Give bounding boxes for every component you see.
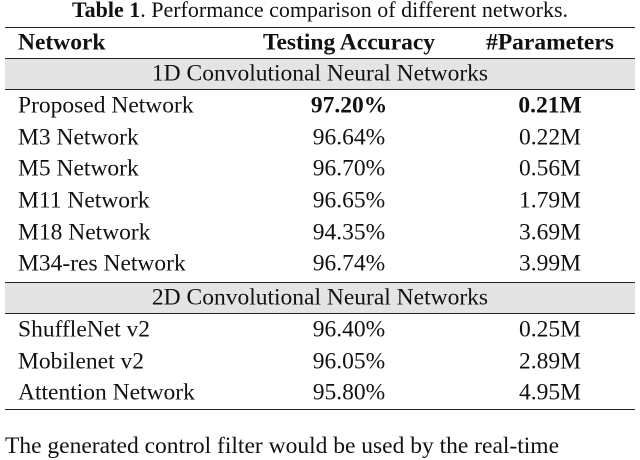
section-title: 1D Convolutional Neural Networks: [151, 60, 489, 87]
table-cell: 96.70%: [312, 155, 386, 182]
header-row: Network Testing Accuracy #Parameters: [5, 27, 635, 59]
table-cell: M34-res Network: [18, 250, 186, 277]
table-caption: Table 1. Performance comparison of diffe…: [0, 0, 640, 23]
table-cell: M5 Network: [18, 155, 139, 182]
table-cell: 96.64%: [312, 123, 386, 150]
section-row: 1D Convolutional Neural Networks: [5, 59, 635, 90]
table-cell: Attention Network: [18, 379, 195, 406]
table-cell: Mobilenet v2: [18, 347, 144, 374]
table-row: Proposed Network 97.20% 0.21M: [5, 90, 635, 122]
table-row: Mobilenet v2 96.05% 2.89M: [5, 346, 635, 378]
table-cell: 0.21M: [518, 92, 582, 119]
table-cell: 1.79M: [518, 187, 582, 214]
table-cell: M3 Network: [18, 123, 139, 150]
table-cell: 96.05%: [312, 347, 386, 374]
table-cell: 96.74%: [312, 250, 386, 277]
header-cell: Network: [18, 29, 106, 56]
table-row: Attention Network 95.80% 4.95M: [5, 378, 635, 411]
table-row: ShuffleNet v2 96.40% 0.25M: [5, 314, 635, 346]
table-cell: 97.20%: [310, 92, 388, 119]
table-cell: 3.99M: [518, 250, 582, 277]
table-cell: 0.56M: [518, 155, 582, 182]
table-cell: 2.89M: [518, 347, 582, 374]
caption-text: . Performance comparison of different ne…: [140, 0, 569, 22]
table-cell: Proposed Network: [18, 92, 194, 119]
table-cell: 94.35%: [312, 218, 386, 245]
table-cell: 0.25M: [518, 316, 582, 343]
table-row: M11 Network 96.65% 1.79M: [5, 185, 635, 217]
table-row: M5 Network 96.70% 0.56M: [5, 153, 635, 185]
section-row: 2D Convolutional Neural Networks: [5, 282, 635, 315]
table-cell: 4.95M: [518, 379, 582, 406]
table-cell: M11 Network: [18, 187, 150, 214]
table-cell: ShuffleNet v2: [18, 316, 151, 343]
table: Network Testing Accuracy #Parameters 1D Con…: [5, 27, 635, 411]
table-row: M34-res Network 96.74% 3.99M: [5, 248, 635, 280]
table-cell: 96.65%: [312, 187, 386, 214]
header-cell: Testing Accuracy: [262, 29, 436, 56]
table-cell: 3.69M: [518, 218, 582, 245]
table-cell: 95.80%: [312, 379, 386, 406]
table-cell: 0.22M: [518, 123, 582, 150]
section-title: 2D Convolutional Neural Networks: [151, 284, 489, 311]
table-row: M3 Network 96.64% 0.22M: [5, 122, 635, 154]
table-cell: 96.40%: [312, 316, 386, 343]
table-row: M18 Network 94.35% 3.69M: [5, 217, 635, 249]
caption-label: Table 1: [71, 0, 141, 22]
header-cell: #Parameters: [486, 29, 614, 56]
table-cell: M18 Network: [18, 218, 151, 245]
